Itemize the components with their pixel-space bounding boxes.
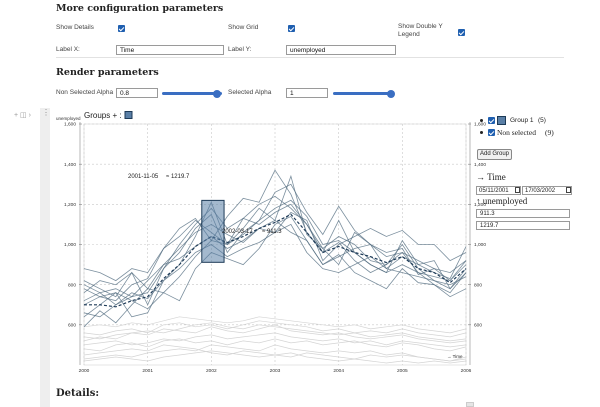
- y-tick-label-right: 800: [474, 282, 482, 288]
- brush-label-end: 2002-03-17: [222, 229, 253, 235]
- legend-nonselected-label: Non selected: [497, 128, 536, 137]
- label-y-label: Label Y:: [228, 46, 252, 53]
- non-selected-series-line: [83, 338, 467, 352]
- selected-series-line: [83, 199, 467, 310]
- add-group-button[interactable]: Add Group: [477, 149, 513, 160]
- time-filter-label: → Time: [476, 172, 506, 182]
- x-tick-label: 2006: [461, 368, 472, 374]
- details-title: Details:: [56, 388, 100, 399]
- y-tick-label-left: 1,400: [64, 162, 76, 168]
- render-section-title: Render parameters: [56, 67, 159, 78]
- show-details-checkbox[interactable]: [118, 25, 125, 32]
- selected-series-line: [83, 195, 467, 306]
- y-tick-label-left: 800: [68, 282, 76, 288]
- groups-label: Groups + :: [84, 111, 122, 120]
- non-selected-series-line: [83, 344, 467, 362]
- calendar-icon[interactable]: [515, 187, 520, 193]
- non-selected-series-line: [83, 332, 467, 348]
- selected-alpha-label: Selected Alpha: [228, 89, 272, 96]
- y-tick-label-right: 1,000: [474, 242, 486, 248]
- y-tick-label-right: 1,200: [474, 202, 486, 208]
- selected-series-line: [83, 183, 467, 306]
- legend-group1-bullet: [480, 119, 483, 122]
- mean-line: [84, 213, 467, 308]
- show-double-y-label-line1: Show Double Y: [398, 23, 443, 30]
- brush[interactable]: [201, 199, 225, 263]
- y-tick-label-left: 1,600: [64, 122, 76, 128]
- show-details-label: Show Details: [56, 24, 94, 31]
- selected-series-line: [83, 215, 467, 302]
- legend-nonselected-count: (9): [545, 128, 554, 137]
- non-selected-alpha-label: Non Selected Alpha: [56, 89, 114, 96]
- y-tick-label-left: 600: [68, 323, 76, 329]
- date-end-input[interactable]: 17/03/2002: [522, 186, 572, 195]
- selected-series-line: [83, 219, 467, 302]
- legend-group1-label: Group 1: [510, 117, 534, 124]
- y-tick-label-right: 1,600: [474, 122, 486, 128]
- legend-group1-count: (5): [538, 117, 546, 124]
- y-max-input[interactable]: 1219.7: [476, 221, 570, 230]
- x-axis-end-label: → Time: [447, 354, 463, 359]
- legend-group1-checkbox[interactable]: [488, 117, 495, 124]
- mean-series-line: [84, 213, 467, 308]
- x-tick-label: 2005: [397, 368, 408, 374]
- selected-alpha-slider-knob[interactable]: [387, 89, 395, 98]
- non-selected-series-line: [83, 350, 467, 364]
- x-tick-label: 2002: [206, 368, 217, 374]
- show-double-y-checkbox[interactable]: [458, 29, 465, 36]
- y-tick-label-left: 1,000: [64, 242, 76, 248]
- unemployed-filter-label: ↑ unemployed: [476, 196, 528, 206]
- selected-alpha-input[interactable]: 1: [286, 88, 328, 98]
- non-selected-series-line: [83, 324, 467, 344]
- y-tick-label-right: 1,400: [474, 162, 486, 168]
- groups-swatch[interactable]: [124, 111, 133, 119]
- date-start-input[interactable]: 05/11/2001: [476, 186, 521, 195]
- y-min-input[interactable]: 911.3: [476, 209, 570, 218]
- x-tick-label: 2000: [79, 368, 90, 374]
- config-section-title: More configuration parameters: [56, 3, 224, 14]
- non-selected-series-line: [83, 316, 467, 334]
- non-selected-alpha-input[interactable]: 0.8: [116, 88, 158, 98]
- label-x-input[interactable]: Time: [116, 45, 224, 55]
- legend-nonselected-checkbox[interactable]: [488, 129, 495, 136]
- non-selected-series-line: [83, 320, 467, 338]
- brush-label-bottom: ≈ 911.3: [262, 229, 282, 235]
- x-tick-label: 2004: [333, 368, 344, 374]
- show-grid-label: Show Grid: [228, 24, 259, 31]
- scroll-indicator[interactable]: [466, 402, 474, 407]
- selected-alpha-slider[interactable]: [333, 92, 393, 95]
- y-axis-title: unemployed: [56, 116, 81, 121]
- non-selected-lines: [83, 316, 467, 364]
- non-selected-alpha-slider-knob[interactable]: [213, 89, 221, 98]
- x-tick-label: 2003: [270, 368, 281, 374]
- non-selected-series-line: [83, 322, 467, 342]
- selected-lines: [83, 169, 467, 328]
- legend-nonselected-bullet: [480, 131, 483, 134]
- brush-label-start: 2001-11-05: [128, 174, 159, 180]
- label-x-label: Label X:: [56, 46, 80, 53]
- chart-axes: 2000 2001 2002 2003 2004 2005 2006 600 800 1,000 1…: [64, 122, 486, 374]
- selected-series-line: [83, 169, 467, 302]
- show-double-y-label: Show Double Y Legend: [398, 23, 443, 39]
- x-tick-label: 2001: [142, 368, 153, 374]
- y-tick-label-right: 600: [474, 323, 482, 329]
- label-y-input[interactable]: unemployed: [286, 45, 396, 55]
- cell-toolbar[interactable]: + ◫ ›: [14, 112, 31, 119]
- legend-group1-swatch[interactable]: [497, 116, 506, 125]
- config-separator: [56, 57, 564, 58]
- show-grid-checkbox[interactable]: [288, 25, 295, 32]
- y-tick-label-left: 1,200: [64, 202, 76, 208]
- calendar-icon[interactable]: [566, 187, 571, 193]
- brush-rect: [201, 199, 225, 263]
- non-selected-alpha-slider[interactable]: [162, 92, 222, 95]
- brush-label-top: ≈ 1219.7: [166, 174, 190, 180]
- chart-grid: [83, 123, 467, 366]
- notebook-gutter: [40, 108, 50, 407]
- cell-menu-icon[interactable]: ⋮: [42, 108, 50, 117]
- show-double-y-label-line2: Legend: [398, 31, 420, 38]
- selected-series-line: [83, 223, 467, 318]
